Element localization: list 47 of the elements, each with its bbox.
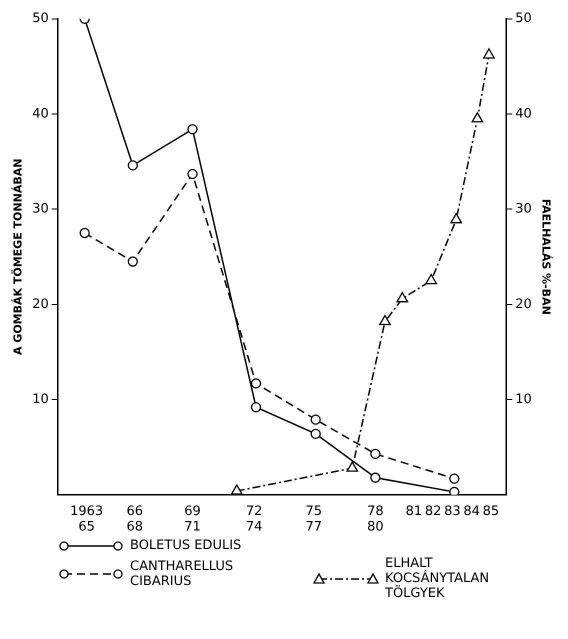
point	[250, 402, 262, 412]
y-tick-label: 30	[32, 202, 49, 217]
legend-label: BOLETUS EDULIS	[130, 538, 242, 553]
point	[310, 414, 321, 425]
y2-tick-label: 30	[515, 202, 532, 217]
x-tick-label: 85	[482, 504, 500, 519]
y-tick-label: 50	[32, 11, 49, 26]
x-tick-label: 75 77	[305, 504, 322, 535]
point	[370, 448, 381, 460]
y2-axis-title: FAELHALÁS %-BAN	[540, 198, 554, 315]
point	[128, 256, 138, 267]
point	[128, 160, 138, 171]
point	[425, 274, 438, 284]
legend-label: ELHALT KOCSÁNYTALAN TÖLGYEK	[385, 556, 490, 601]
x-tick-label: 82	[424, 504, 442, 519]
point	[310, 428, 321, 440]
y2-tick-label: 50	[515, 11, 532, 26]
y-tick-label: 10	[32, 392, 49, 407]
point	[472, 112, 484, 122]
point	[250, 378, 262, 389]
x-tick-label: 72 74	[246, 504, 262, 535]
y-axis-title: A GOMBÁK TÖMEGE TONNÁBAN	[10, 158, 24, 356]
point	[396, 292, 408, 302]
point	[230, 484, 243, 495]
x-tick-label: 69 71	[184, 504, 201, 535]
point	[187, 168, 198, 180]
x-tick-label: 66 68	[126, 504, 144, 535]
point	[379, 314, 391, 326]
point	[449, 473, 460, 484]
point	[370, 472, 381, 483]
y-tick-label: 20	[32, 296, 49, 312]
x-tick-label: 84	[463, 504, 480, 519]
y2-tick-label: 40	[515, 106, 532, 122]
x-tick-label: 81	[406, 504, 422, 519]
point	[346, 461, 358, 472]
x-tick-label: 78 80	[367, 504, 384, 535]
point	[80, 228, 90, 238]
point	[483, 48, 495, 59]
y2-tick-label: 10	[515, 392, 532, 407]
x-tick-label: 83	[444, 504, 461, 519]
point	[187, 124, 198, 134]
y2-tick-label: 20	[515, 296, 532, 312]
point	[450, 213, 462, 224]
y-tick-label: 40	[32, 106, 49, 122]
x-tick-label: 1963 65	[70, 504, 104, 535]
legend-label: CANTHARELLUS CIBARIUS	[130, 559, 234, 589]
point	[449, 486, 460, 495]
